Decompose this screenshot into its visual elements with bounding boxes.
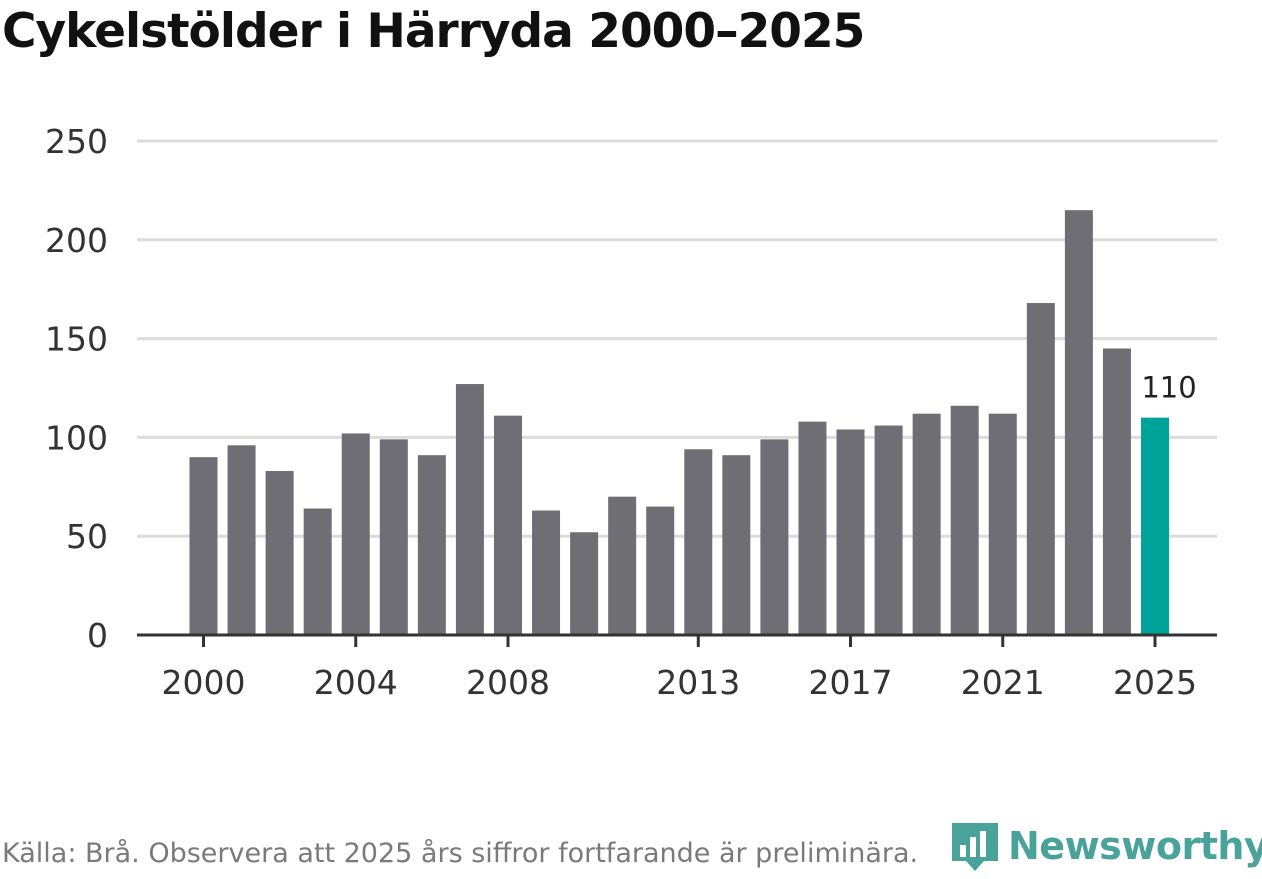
bar — [684, 449, 713, 635]
bar-highlight — [1141, 417, 1169, 635]
x-tick-label: 2004 — [314, 663, 398, 702]
y-tick-label: 50 — [66, 517, 108, 556]
bar — [988, 413, 1017, 635]
bar — [836, 429, 865, 635]
bar — [608, 496, 637, 635]
bar — [722, 455, 751, 635]
x-tick-label: 2000 — [162, 663, 246, 702]
newsworthy-logo-icon — [952, 823, 998, 871]
x-tick-label: 2021 — [961, 663, 1045, 702]
y-tick-label: 150 — [45, 320, 108, 359]
brand-name: Newsworthy — [1008, 824, 1262, 868]
data-label-highlight: 110 — [1141, 371, 1196, 405]
bar — [760, 439, 789, 635]
bar — [265, 470, 294, 635]
y-tick-label: 200 — [45, 221, 108, 260]
bar — [455, 384, 484, 635]
y-tick-label: 100 — [45, 418, 108, 457]
bar — [1102, 348, 1131, 635]
bar — [417, 455, 446, 635]
bar — [912, 413, 941, 635]
labels: 0 50 100 150 200 250 2000 2004 2008 2013 2017 2021 2… — [45, 122, 1200, 702]
bar — [1064, 210, 1093, 635]
x-tick-label: 2025 — [1113, 663, 1197, 702]
brand-logo: Newsworthy — [950, 818, 1262, 874]
bar — [798, 421, 827, 635]
bar — [646, 506, 675, 635]
x-tick-label: 2013 — [656, 663, 740, 702]
chart-title: Cykelstölder i Härryda 2000–2025 — [2, 4, 865, 59]
bar — [303, 508, 332, 635]
bar — [874, 425, 903, 635]
bar — [379, 439, 408, 635]
bar — [227, 445, 256, 635]
source-note: Källa: Brå. Observera att 2025 års siffr… — [2, 838, 919, 869]
bar — [570, 532, 599, 635]
bars — [189, 210, 1169, 635]
y-tick-label: 250 — [45, 122, 108, 161]
bar — [493, 415, 522, 635]
gridlines — [137, 139, 1217, 538]
y-tick-label: 0 — [87, 616, 108, 655]
x-tick-label: 2017 — [809, 663, 893, 702]
bar — [189, 457, 218, 635]
bar — [1026, 303, 1055, 635]
axes — [137, 633, 1217, 647]
bar — [532, 510, 561, 635]
bar — [950, 405, 979, 635]
x-tick-label: 2008 — [466, 663, 550, 702]
bar — [341, 433, 370, 635]
